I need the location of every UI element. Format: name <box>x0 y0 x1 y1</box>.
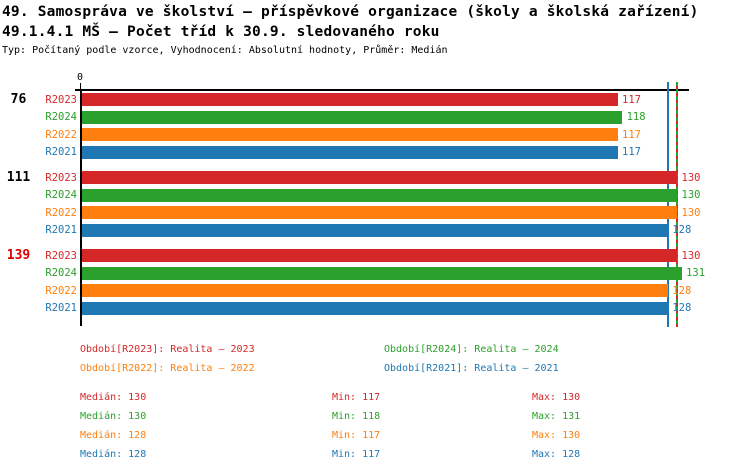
stat-max-r2023: Max: 130 <box>532 392 581 403</box>
row-label-r2022: R2022 <box>45 284 77 297</box>
axis-zero-tick <box>79 82 82 90</box>
legend-item-r2023: Období[R2023]: Realita – 2023 <box>80 344 255 355</box>
row-label-r2022: R2022 <box>45 128 77 141</box>
legend-item-r2021: Období[R2021]: Realita – 2021 <box>384 363 559 374</box>
report-meta: Typ: Počítaný podle vzorce, Vyhodnocení:… <box>2 45 448 56</box>
stat-min-r2024: Min: 118 <box>332 411 381 422</box>
group-total-label: 139 <box>6 247 31 263</box>
row-label-r2023: R2023 <box>45 171 77 184</box>
stat-min-r2023: Min: 117 <box>332 392 381 403</box>
stat-max-r2021: Max: 128 <box>532 449 581 460</box>
axis-zero-label: 0 <box>76 72 84 83</box>
bar-value-label: 130 <box>681 189 701 201</box>
bar-value-label: 130 <box>681 171 701 184</box>
bar-value-label: 117 <box>622 128 641 141</box>
row-label-r2024: R2024 <box>45 111 77 123</box>
stat-median-r2022: Medián: 128 <box>80 430 147 441</box>
row-label-r2021: R2021 <box>45 224 77 236</box>
bar-r2021-group2 <box>82 223 668 237</box>
bar-r2024-group3 <box>82 266 682 280</box>
median-line-r2024 <box>676 82 678 327</box>
bar-value-label: 118 <box>626 111 646 123</box>
bar-r2021-group1 <box>82 145 618 159</box>
stat-median-r2024: Medián: 130 <box>80 411 147 422</box>
row-label-r2021: R2021 <box>45 302 77 314</box>
bar-r2023-group3 <box>82 249 677 262</box>
bar-r2024-group2 <box>82 188 677 202</box>
group-total-label: 111 <box>6 169 31 185</box>
page-subtitle: 49.1.4.1 MŠ – Počet tříd k 30.9. sledova… <box>2 24 440 40</box>
bar-r2023-group1 <box>82 93 618 106</box>
bar-value-label: 130 <box>681 206 701 219</box>
bar-r2022-group2 <box>82 206 677 219</box>
row-label-r2023: R2023 <box>45 249 77 262</box>
bar-r2023-group2 <box>82 171 677 184</box>
stat-median-r2021: Medián: 128 <box>80 449 147 460</box>
bar-value-label: 117 <box>622 146 641 158</box>
bar-value-label: 130 <box>681 249 701 262</box>
bar-chart: 0 76 R2023 117 R2024 118 R2022 117 R2021 117 111 R2… <box>6 72 706 327</box>
legend-item-r2024: Období[R2024]: Realita – 2024 <box>384 344 559 355</box>
row-label-r2023: R2023 <box>45 93 77 106</box>
bar-value-label: 128 <box>672 284 692 297</box>
stat-min-r2022: Min: 117 <box>332 430 381 441</box>
stat-max-r2024: Max: 131 <box>532 411 581 422</box>
bar-r2021-group3 <box>82 301 668 315</box>
stat-max-r2022: Max: 130 <box>532 430 581 441</box>
x-axis-line <box>75 89 689 92</box>
legend-item-r2022: Období[R2022]: Realita – 2022 <box>80 363 255 374</box>
bar-value-label: 131 <box>686 267 706 279</box>
page-title: 49. Samospráva ve školství – příspěvkové… <box>2 4 699 20</box>
bar-value-label: 128 <box>672 302 692 314</box>
bar-r2022-group3 <box>82 284 668 297</box>
row-label-r2024: R2024 <box>45 267 77 279</box>
y-axis-line <box>79 89 83 326</box>
stat-min-r2021: Min: 117 <box>332 449 381 460</box>
bar-r2022-group1 <box>82 128 618 141</box>
bar-r2024-group1 <box>82 110 623 124</box>
row-label-r2021: R2021 <box>45 146 77 158</box>
group-total-label: 76 <box>10 91 27 107</box>
row-label-r2022: R2022 <box>45 206 77 219</box>
bar-value-label: 117 <box>622 93 641 106</box>
stat-median-r2023: Medián: 130 <box>80 392 147 403</box>
median-line-r2021 <box>667 82 669 327</box>
row-label-r2024: R2024 <box>45 189 77 201</box>
bar-value-label: 128 <box>672 224 692 236</box>
